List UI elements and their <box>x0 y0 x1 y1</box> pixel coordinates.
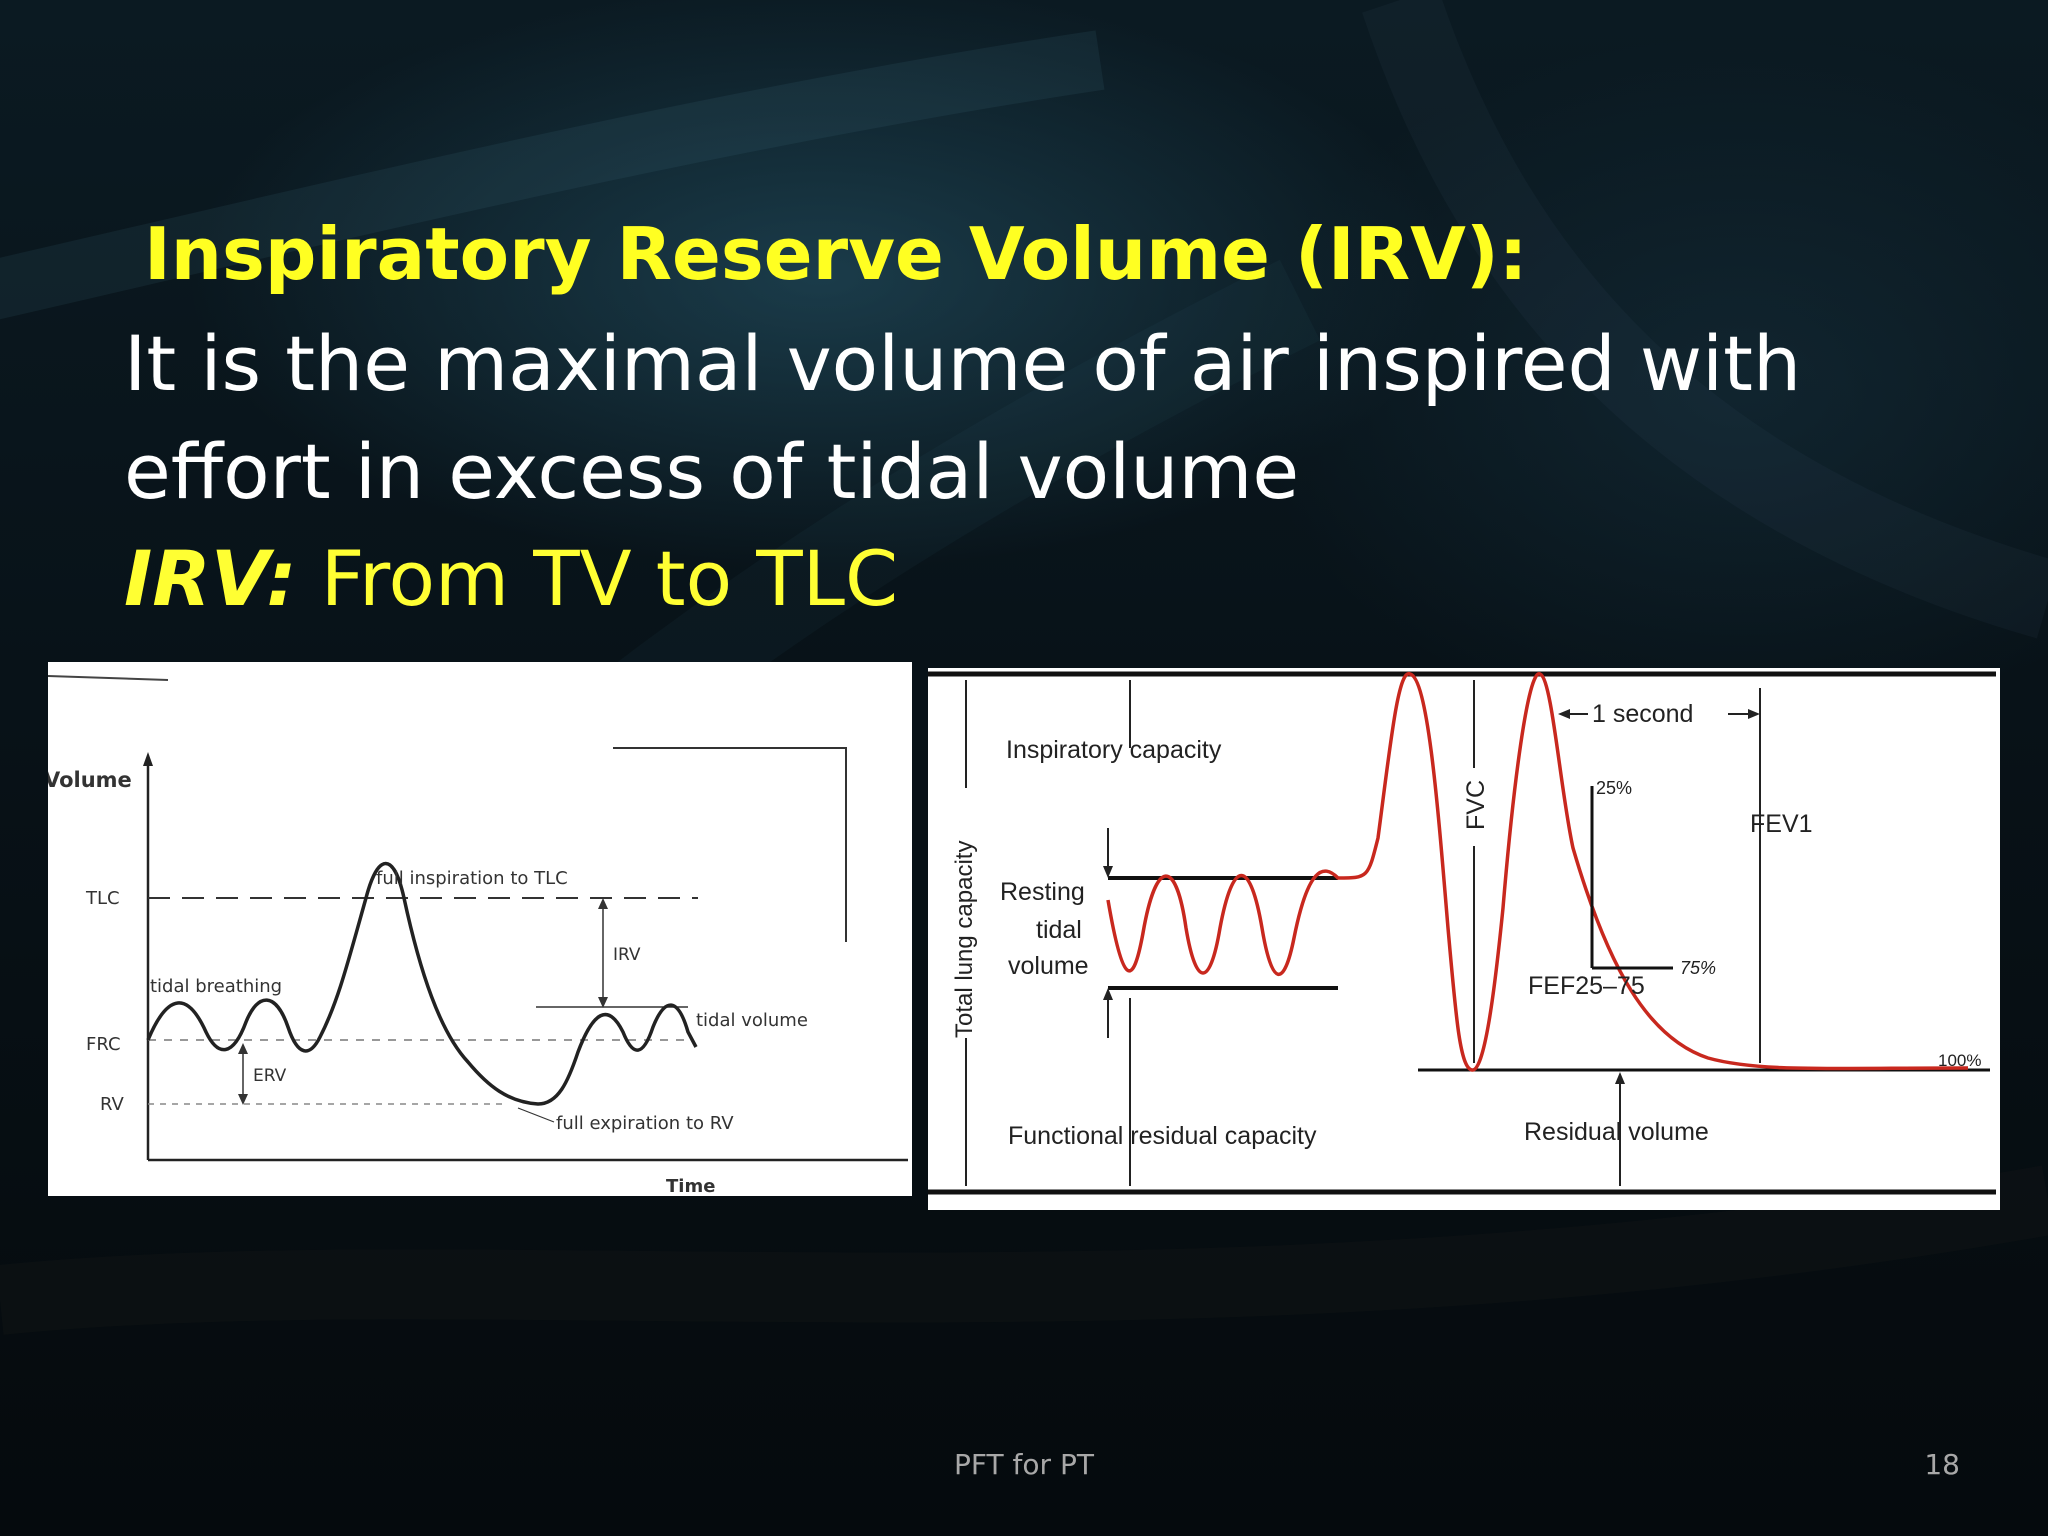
irv-label: IRV <box>613 945 641 965</box>
erv-arrow-head-bottom <box>238 1094 248 1105</box>
irv-arrow-head-bottom <box>598 997 608 1008</box>
fef-label: FEF25–75 <box>1528 972 1645 1000</box>
pct-25-label: 25% <box>1596 778 1632 798</box>
total-lung-capacity-label: Total lung capacity <box>951 841 978 1038</box>
footer-text: PFT for PT <box>954 1448 1094 1481</box>
pct-100-label: 100% <box>1938 1051 1981 1070</box>
definition-line-1: It is the maximal volume of air inspired… <box>124 319 1802 408</box>
residual-volume-label: Residual volume <box>1524 1118 1709 1146</box>
tidal-arrow-head-lower <box>1103 988 1113 1000</box>
full-inspiration-label: full inspiration to TLC <box>376 868 568 889</box>
volume-trace <box>146 862 698 1106</box>
irv-arrow-head-top <box>598 898 608 909</box>
definition-line-2: effort in excess of tidal volume <box>124 427 1300 516</box>
resting-label: Resting <box>1000 878 1085 906</box>
diagram-border-fragment <box>613 747 847 942</box>
residual-volume-arrow-head <box>1615 1072 1625 1084</box>
tidal-arrow-head-upper <box>1103 866 1113 878</box>
tidal-breathing-label: tidal breathing <box>150 976 282 997</box>
spirometry-diagram: Total lung capacity Inspiratory capacity… <box>928 668 2000 1210</box>
diagram-border-fragment <box>48 675 169 681</box>
full-expiration-pointer <box>517 1107 555 1123</box>
y-axis-label: Volume <box>48 768 132 792</box>
erv-label: ERV <box>253 1066 287 1086</box>
tlc-label: TLC <box>85 888 120 909</box>
irv-range-line: IRV: From TV to TLC <box>124 525 898 633</box>
pct-75-label: 75% <box>1680 958 1716 978</box>
fvc-label: FVC <box>1462 780 1490 830</box>
one-second-label: 1 second <box>1592 700 1693 728</box>
one-second-arrow-head-right <box>1748 709 1760 719</box>
frc-label: FRC <box>86 1034 121 1055</box>
tidal-volume-label: tidal volume <box>696 1010 808 1031</box>
spirometry-curve <box>1106 672 1969 1072</box>
one-second-arrow-head-left <box>1558 709 1570 719</box>
slide-title: Inspiratory Reserve Volume (IRV): <box>144 212 1528 296</box>
full-expiration-label: full expiration to RV <box>556 1113 734 1134</box>
tidal-label: tidal <box>1036 916 1082 944</box>
irv-range-text: From TV to TLC <box>296 534 899 623</box>
fev1-label: FEV1 <box>1750 810 1813 838</box>
inspiratory-capacity-label: Inspiratory capacity <box>1006 736 1222 764</box>
y-axis-arrow <box>143 752 153 766</box>
lung-volumes-diagram: Volume Time TLC FRC RV IRV ERV full insp… <box>48 662 912 1196</box>
x-axis-label: Time <box>666 1176 715 1196</box>
page-number: 18 <box>1924 1448 1960 1481</box>
functional-residual-capacity-label: Functional residual capacity <box>1008 1122 1317 1150</box>
volume-label: volume <box>1008 952 1089 980</box>
erv-arrow-head-top <box>238 1043 248 1054</box>
irv-range-label: IRV: <box>124 534 297 623</box>
definition-text: It is the maximal volume of air inspired… <box>124 310 1944 526</box>
rv-label: RV <box>100 1094 125 1115</box>
